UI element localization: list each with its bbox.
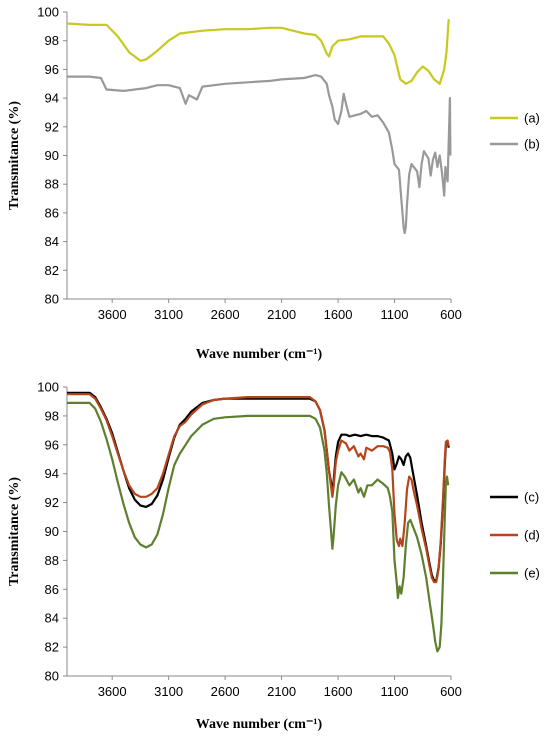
x-tick-label: 3100 (154, 307, 183, 322)
y-tick-label: 92 (45, 119, 59, 134)
y-axis-title: Transmitance (%) (7, 101, 22, 210)
legend: (a) (b) (490, 111, 540, 152)
x-tick-label: 600 (440, 684, 462, 699)
legend-label-c: (c) (524, 490, 539, 505)
y-tick-label: 84 (45, 234, 59, 249)
legend-label-b: (b) (524, 137, 540, 152)
legend-label-e: (e) (524, 566, 540, 581)
chart-panel-top: 80 82 84 86 88 90 92 94 96 98 100 3600 3100 2600 2100 1… (7, 5, 540, 363)
chart-panel-bottom: 80 82 84 86 88 90 92 94 96 98 100 3600 3100 2600 2100 1… (7, 380, 540, 733)
x-tick-label: 2600 (211, 307, 240, 322)
x-tick-label: 600 (440, 307, 462, 322)
x-tick-label: 3100 (154, 684, 183, 699)
y-tick-label: 82 (45, 640, 59, 655)
x-tick-label: 1100 (381, 684, 409, 699)
x-tick-label: 2600 (211, 684, 240, 699)
y-tick-label: 86 (45, 205, 59, 220)
y-tick-label: 96 (45, 62, 59, 77)
y-tick-label: 98 (45, 408, 59, 423)
legend: (c) (d) (e) (490, 490, 540, 581)
series-line-c (67, 391, 450, 582)
legend-label-a: (a) (524, 111, 540, 126)
x-tick-label: 1600 (324, 307, 353, 322)
series-line-b (67, 74, 452, 235)
x-axis-title: Wave number (cm⁻¹) (196, 347, 323, 362)
y-tick-label: 84 (45, 611, 59, 626)
y-tick-label: 86 (45, 582, 59, 597)
y-tick-label: 96 (45, 437, 59, 452)
y-tick-label: 80 (45, 292, 59, 307)
y-tick-label: 82 (45, 263, 59, 278)
y-axis-title: Transmitance (%) (7, 477, 22, 586)
y-tick-label: 92 (45, 495, 59, 510)
x-axis-title: Wave number (cm⁻¹) (196, 717, 323, 732)
x-tick-label: 1100 (381, 307, 409, 322)
x-tick-label: 2100 (267, 684, 296, 699)
legend-label-d: (d) (524, 528, 540, 543)
y-tick-label: 98 (45, 33, 59, 48)
series-line-d (67, 393, 450, 584)
y-tick-label: 88 (45, 177, 59, 192)
y-tick-label: 94 (45, 91, 59, 106)
x-tick-label: 3600 (98, 307, 127, 322)
x-tick-label: 1600 (324, 684, 353, 699)
y-tick-label: 90 (45, 524, 59, 539)
y-tick-label: 90 (45, 148, 59, 163)
y-tick-label: 100 (37, 5, 59, 20)
series-line-e (67, 401, 450, 653)
y-tick-label: 80 (45, 669, 59, 684)
y-tick-label: 88 (45, 553, 59, 568)
series-line-a (66, 19, 450, 85)
y-tick-label: 100 (37, 380, 59, 395)
y-tick-label: 94 (45, 466, 59, 481)
x-tick-label: 2100 (267, 307, 296, 322)
x-tick-label: 3600 (98, 684, 127, 699)
